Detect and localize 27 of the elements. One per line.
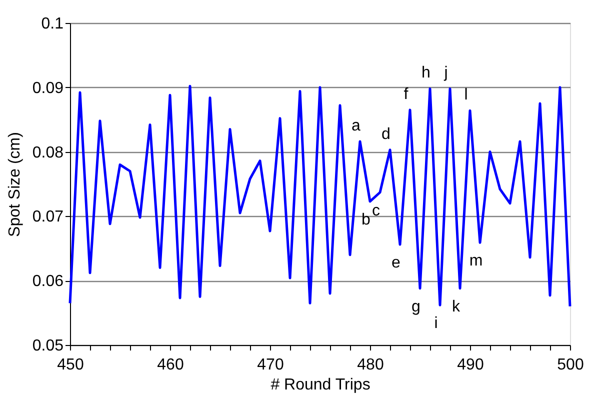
annotation: b [362, 211, 371, 228]
x-tick-label: 460 [157, 356, 184, 374]
annotation: k [452, 298, 461, 316]
annotation: d [382, 126, 390, 143]
annotation: l [464, 86, 468, 104]
x-tick-label: 500 [557, 356, 584, 374]
y-tick-label: 0.05 [32, 338, 64, 354]
y-axis-title: Spot Size (cm) [6, 132, 24, 237]
annotation: j [443, 64, 448, 82]
y-tick-label: 0.1 [41, 16, 64, 32]
x-tick-label: 490 [457, 356, 484, 374]
annotation: e [392, 254, 401, 272]
y-tick-label: 0.06 [32, 273, 64, 290]
annotation: c [372, 202, 380, 220]
y-tick-label: 0.09 [32, 80, 64, 97]
annotation: f [404, 86, 409, 103]
annotation: a [352, 117, 361, 134]
x-tick-label: 450 [57, 356, 84, 374]
annotation: m [469, 252, 483, 270]
x-axis-title: # Round Trips [270, 376, 370, 394]
y-tick-label: 0.07 [32, 208, 64, 226]
annotation: g [412, 298, 420, 316]
x-tick-label: 470 [257, 356, 284, 374]
x-tick-label: 480 [357, 356, 384, 374]
annotation: i [434, 315, 438, 332]
y-tick-label: 0.08 [32, 144, 64, 162]
annotation: h [422, 64, 430, 82]
